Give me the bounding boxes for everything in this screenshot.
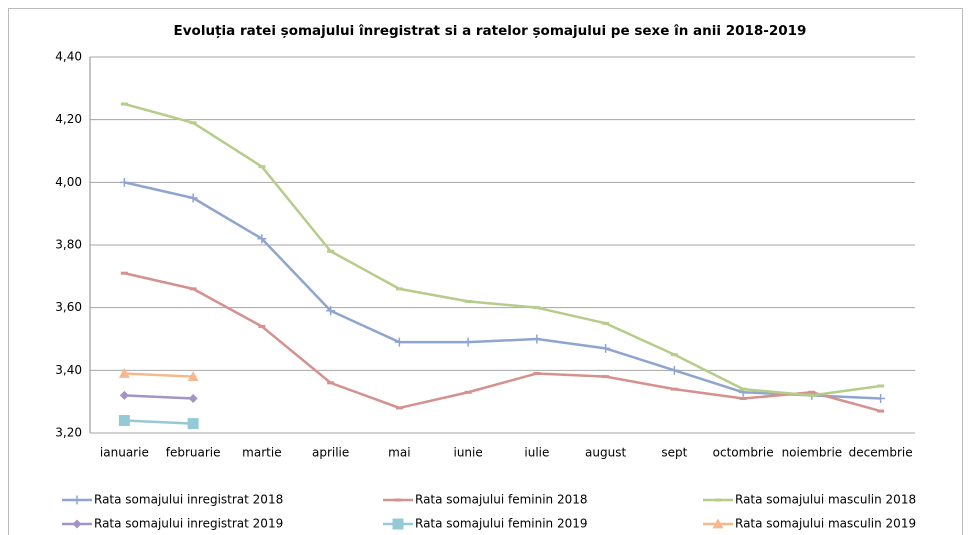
x-tick-label: februarie <box>166 446 221 460</box>
legend-label: Rata somajului masculin 2018 <box>735 493 916 507</box>
legend-label: Rata somajului feminin 2018 <box>415 493 588 507</box>
legend-marker <box>72 519 82 529</box>
legend-marker <box>392 518 404 530</box>
x-tick-label: ianuarie <box>100 446 149 460</box>
legend-label: Rata somajului inregistrat 2019 <box>94 517 283 531</box>
x-tick-label: noiembrie <box>782 446 843 460</box>
y-tick-label: 3,60 <box>55 300 82 314</box>
y-tick-label: 4,00 <box>55 175 82 189</box>
series-line <box>124 419 194 425</box>
point <box>118 414 130 426</box>
point <box>119 390 129 400</box>
chart-title: Evoluția ratei șomajului înregistrat si … <box>174 23 807 39</box>
y-tick-label: 3,40 <box>55 363 82 377</box>
series-line <box>124 181 881 400</box>
point <box>326 306 336 316</box>
point <box>119 177 129 187</box>
point <box>187 371 199 381</box>
point <box>532 334 542 344</box>
point <box>188 394 198 404</box>
y-tick-label: 3,20 <box>55 426 82 440</box>
x-tick-label: martie <box>242 446 281 460</box>
point <box>876 394 886 404</box>
chart-border <box>8 8 963 535</box>
x-tick-label: iulie <box>524 446 549 460</box>
series-line <box>124 271 881 413</box>
point <box>669 365 679 375</box>
x-tick-label: octombrie <box>713 446 774 460</box>
point <box>601 343 611 353</box>
point <box>187 418 199 430</box>
y-tick-label: 4,20 <box>55 112 82 126</box>
series-line <box>124 372 194 378</box>
legend-label: Rata somajului masculin 2019 <box>735 517 916 531</box>
point <box>463 337 473 347</box>
legend-label: Rata somajului feminin 2019 <box>415 517 588 531</box>
x-tick-label: iunie <box>453 446 482 460</box>
x-tick-label: august <box>585 446 626 460</box>
y-tick-label: 4,40 <box>55 50 82 64</box>
y-tick-label: 3,80 <box>55 238 82 252</box>
legend-label: Rata somajului inregistrat 2018 <box>94 493 283 507</box>
point <box>118 367 130 378</box>
x-tick-label: mai <box>388 446 410 460</box>
point <box>188 193 198 203</box>
x-tick-label: decembrie <box>849 446 913 460</box>
legend-marker <box>72 495 82 505</box>
point <box>394 337 404 347</box>
point <box>257 234 267 244</box>
series-line <box>124 394 194 400</box>
x-tick-label: aprilie <box>312 446 349 460</box>
legend-marker <box>712 518 724 529</box>
x-tick-label: sept <box>661 446 687 460</box>
series-line <box>124 102 881 397</box>
